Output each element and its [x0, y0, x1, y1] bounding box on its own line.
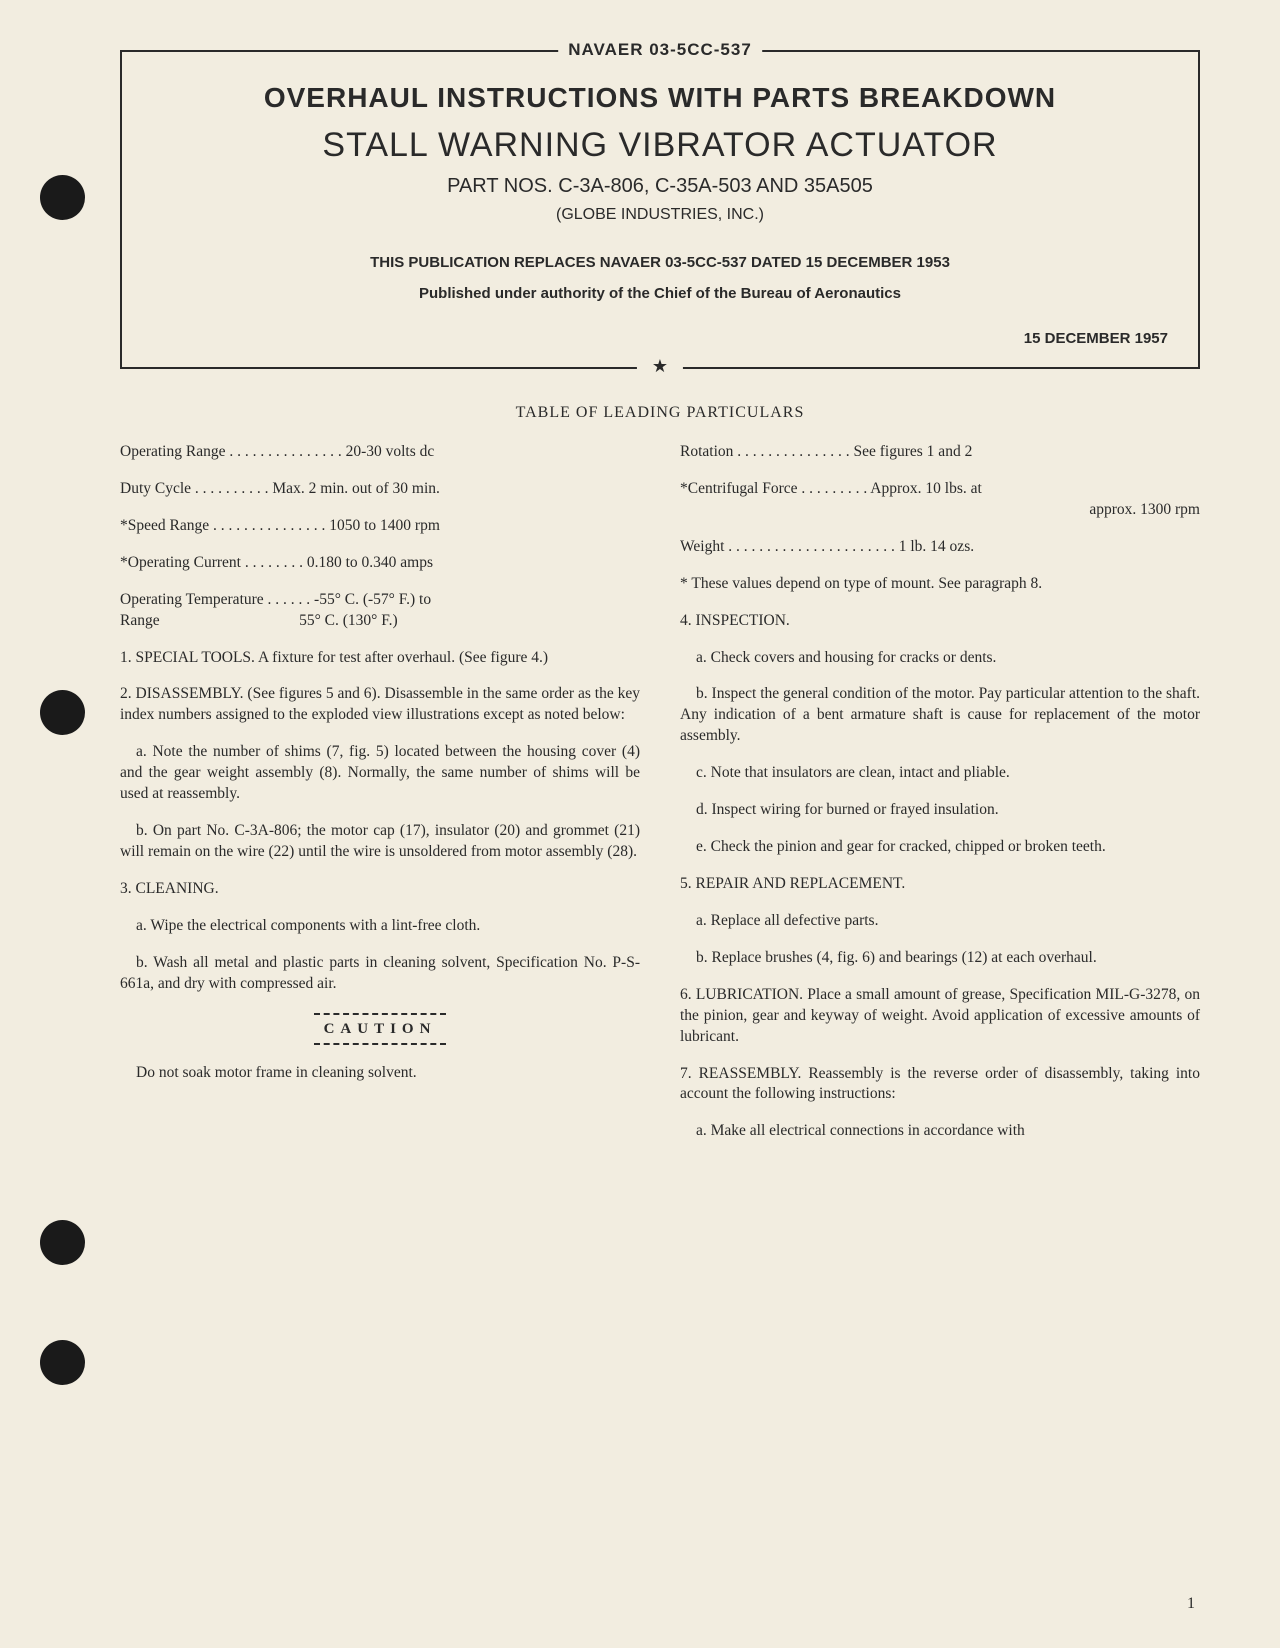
spec-operating-current: *Operating Current . . . . . . . . 0.180…: [120, 553, 640, 574]
para-4c: c. Note that insulators are clean, intac…: [680, 763, 1200, 784]
spec-temp-line2: Range 55° C. (130° F.): [120, 611, 640, 632]
para-2: 2. DISASSEMBLY. (See figures 5 and 6). D…: [120, 684, 640, 726]
caution-text: Do not soak motor frame in cleaning solv…: [120, 1063, 640, 1084]
caution-box: CAUTION: [314, 1013, 447, 1045]
doc-number: NAVAER 03-5CC-537: [558, 40, 762, 60]
para-7a: a. Make all electrical connections in ac…: [680, 1121, 1200, 1142]
binder-hole: [40, 175, 85, 220]
para-3a: a. Wipe the electrical components with a…: [120, 916, 640, 937]
date: 15 DECEMBER 1957: [152, 330, 1168, 347]
para-3b: b. Wash all metal and plastic parts in c…: [120, 953, 640, 995]
spec-operating-temp: Operating Temperature . . . . . . -55° C…: [120, 590, 640, 632]
para-2a: a. Note the number of shims (7, fig. 5) …: [120, 742, 640, 805]
para-2b: b. On part No. C-3A-806; the motor cap (…: [120, 821, 640, 863]
spec-speed-range: *Speed Range . . . . . . . . . . . . . .…: [120, 516, 640, 537]
para-5a: a. Replace all defective parts.: [680, 911, 1200, 932]
left-column: Operating Range . . . . . . . . . . . . …: [120, 442, 640, 1158]
para-4e: e. Check the pinion and gear for cracked…: [680, 837, 1200, 858]
header-box: NAVAER 03-5CC-537 OVERHAUL INSTRUCTIONS …: [120, 50, 1200, 369]
spec-duty-cycle: Duty Cycle . . . . . . . . . . Max. 2 mi…: [120, 479, 640, 500]
page-number: 1: [1187, 1595, 1195, 1613]
para-4d: d. Inspect wiring for burned or frayed i…: [680, 800, 1200, 821]
spec-temp-line1: Operating Temperature . . . . . . -55° C…: [120, 590, 640, 611]
para-6: 6. LUBRICATION. Place a small amount of …: [680, 985, 1200, 1048]
published-text: Published under authority of the Chief o…: [152, 285, 1168, 302]
right-column: Rotation . . . . . . . . . . . . . . . S…: [680, 442, 1200, 1158]
para-1: 1. SPECIAL TOOLS. A fixture for test aft…: [120, 648, 640, 669]
replaces-text: THIS PUBLICATION REPLACES NAVAER 03-5CC-…: [152, 254, 1168, 271]
binder-hole: [40, 1220, 85, 1265]
title-sub: STALL WARNING VIBRATOR ACTUATOR: [152, 126, 1168, 165]
footnote: * These values depend on type of mount. …: [680, 574, 1200, 595]
spec-centrifugal: *Centrifugal Force . . . . . . . . . App…: [680, 479, 1200, 521]
binder-hole: [40, 690, 85, 735]
para-7: 7. REASSEMBLY. Reassembly is the reverse…: [680, 1064, 1200, 1106]
title-main: OVERHAUL INSTRUCTIONS WITH PARTS BREAKDO…: [152, 82, 1168, 114]
spec-weight: Weight . . . . . . . . . . . . . . . . .…: [680, 537, 1200, 558]
spec-rotation: Rotation . . . . . . . . . . . . . . . S…: [680, 442, 1200, 463]
para-4b: b. Inspect the general condition of the …: [680, 684, 1200, 747]
para-5: 5. REPAIR AND REPLACEMENT.: [680, 874, 1200, 895]
para-5b: b. Replace brushes (4, fig. 6) and beari…: [680, 948, 1200, 969]
star-icon: ★: [637, 356, 683, 377]
spec-centrifugal-line2: approx. 1300 rpm: [680, 500, 1200, 521]
table-title: TABLE OF LEADING PARTICULARS: [120, 404, 1200, 422]
para-4: 4. INSPECTION.: [680, 611, 1200, 632]
caution-wrapper: CAUTION: [120, 1013, 640, 1045]
part-numbers: PART NOS. C-3A-806, C-35A-503 AND 35A505: [152, 175, 1168, 198]
para-3: 3. CLEANING.: [120, 879, 640, 900]
binder-hole: [40, 1340, 85, 1385]
spec-operating-range: Operating Range . . . . . . . . . . . . …: [120, 442, 640, 463]
content-columns: Operating Range . . . . . . . . . . . . …: [120, 442, 1200, 1158]
spec-centrifugal-line1: *Centrifugal Force . . . . . . . . . App…: [680, 479, 1200, 500]
company: (GLOBE INDUSTRIES, INC.): [152, 206, 1168, 224]
para-4a: a. Check covers and housing for cracks o…: [680, 648, 1200, 669]
